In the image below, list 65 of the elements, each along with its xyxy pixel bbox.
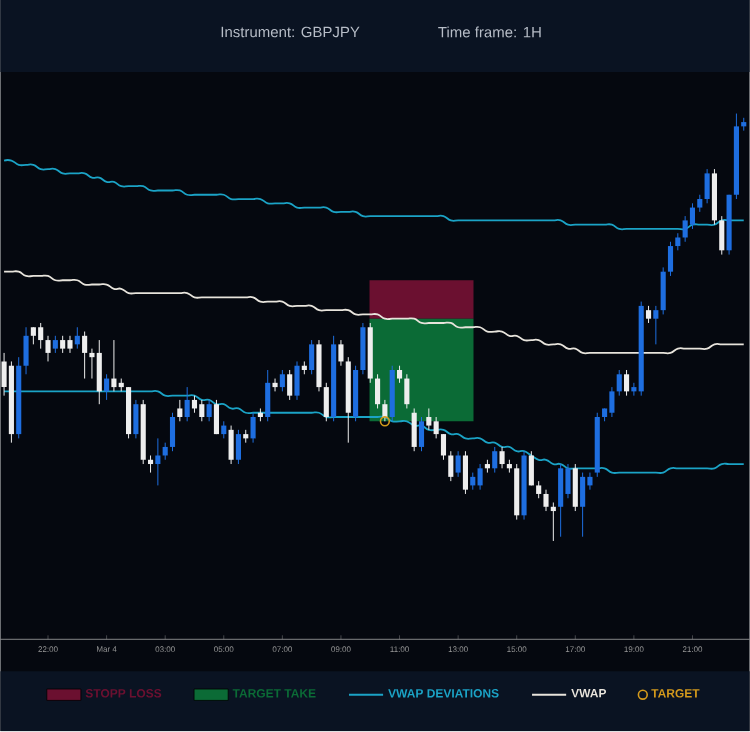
candlestick <box>177 399 183 423</box>
candlestick <box>82 331 88 380</box>
candlestick <box>689 203 696 230</box>
candlestick <box>111 339 117 393</box>
candlestick <box>528 451 534 487</box>
candlestick <box>558 463 564 538</box>
candlestick <box>184 387 190 423</box>
candlestick <box>250 412 256 444</box>
candlestick <box>609 387 615 418</box>
candlestick <box>38 322 44 350</box>
candlestick <box>96 339 102 406</box>
candlestick <box>492 446 498 474</box>
candlestick <box>389 365 395 423</box>
candlestick <box>580 472 586 538</box>
candlestick <box>711 169 717 226</box>
candlestick <box>624 369 630 397</box>
candlestick <box>23 327 29 376</box>
candlestick <box>287 369 293 401</box>
candlestick <box>440 434 447 461</box>
candlestick <box>323 382 329 423</box>
candlestick <box>294 361 300 401</box>
candlestick <box>667 241 674 277</box>
candlestick <box>265 369 271 423</box>
candlestick <box>353 365 359 423</box>
candlestick <box>653 305 659 346</box>
candlestick <box>74 327 80 350</box>
candlestick <box>719 216 725 256</box>
candlestick <box>104 374 110 401</box>
candlestick <box>616 369 622 397</box>
candlestick <box>477 463 483 491</box>
candlestick <box>316 339 322 393</box>
candlestick <box>455 451 461 478</box>
candlestick <box>433 416 439 440</box>
candlestick <box>404 374 410 410</box>
candlestick <box>448 451 454 483</box>
candlestick <box>45 335 51 363</box>
candlestick <box>206 399 212 423</box>
candlestick <box>462 451 469 495</box>
candlestick <box>565 463 571 500</box>
candlestick <box>499 446 505 470</box>
candlestick <box>660 267 666 316</box>
candlestick <box>338 339 344 367</box>
candlestick <box>199 399 205 423</box>
candlestick <box>682 216 688 243</box>
candlestick <box>279 369 285 393</box>
candlestick <box>514 463 520 521</box>
candlestick <box>272 378 278 393</box>
candlestick <box>67 335 73 354</box>
candlestick <box>704 169 710 205</box>
candlestick <box>550 502 556 542</box>
candlestick <box>543 489 549 512</box>
candlestick <box>133 399 139 440</box>
candlestick <box>360 322 366 376</box>
candlestick <box>228 425 234 465</box>
candlestick <box>169 412 176 453</box>
candlestick <box>126 387 132 440</box>
candlestick <box>235 429 241 465</box>
candlestick <box>375 374 381 410</box>
candlestick <box>426 408 432 431</box>
candlestick <box>572 463 578 512</box>
candlestick <box>309 339 315 376</box>
candlestick <box>213 399 220 436</box>
candlestick <box>418 416 425 453</box>
candlestick <box>411 408 417 453</box>
candlestick <box>155 438 161 487</box>
